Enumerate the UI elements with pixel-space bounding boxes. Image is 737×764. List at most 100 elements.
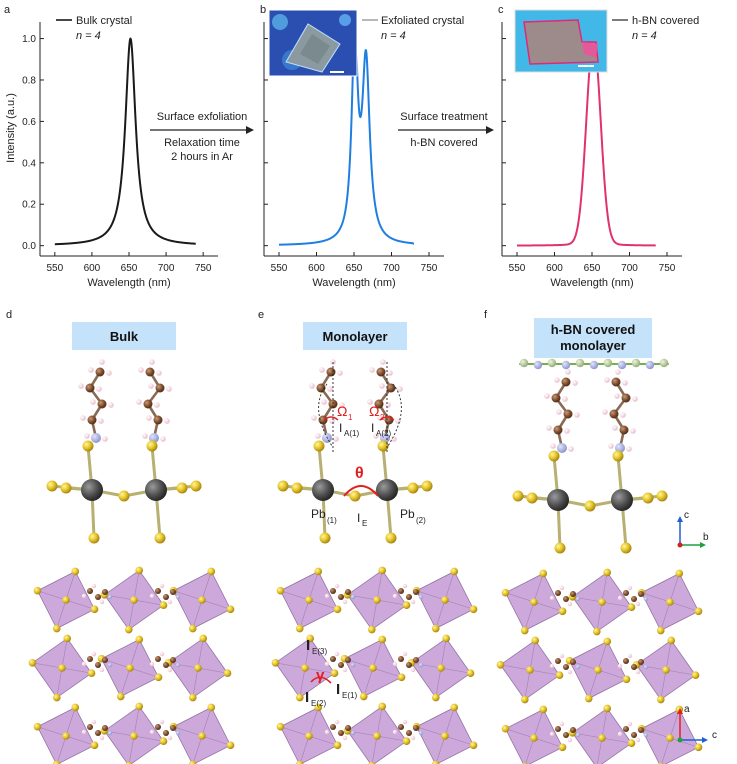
nitrogen-atom [643, 596, 649, 602]
iodine-atom [554, 542, 566, 554]
pb2-sub: (2) [416, 516, 426, 525]
ia1-sub: A(1) [344, 429, 359, 438]
hydrogen-atom [90, 399, 96, 405]
carbon-atom [155, 383, 165, 393]
lead-atom [145, 479, 167, 501]
axis-compass-ac [677, 708, 708, 743]
carbon-atom [170, 657, 176, 663]
carbon-atom [398, 656, 404, 662]
hydrogen-atom [88, 367, 94, 373]
carbon-atom [87, 724, 93, 730]
boron-atom [547, 358, 557, 368]
x-tick-label: 550 [46, 263, 63, 274]
carbon-atom [413, 589, 419, 595]
y-tick-label: 0.2 [22, 200, 36, 211]
hydrogen-atom [617, 731, 623, 737]
iodine-atom [694, 743, 703, 752]
iodine-atom [530, 734, 538, 742]
arrow1-line1: Surface exfoliation [157, 111, 248, 123]
hydrogen-atom [146, 415, 152, 421]
nitrogen-atom [575, 732, 581, 738]
x-axis-label: Wavelength (nm) [312, 277, 395, 289]
hydrogen-atom [98, 418, 104, 424]
iodine-atom [333, 741, 342, 750]
x-tick-label: 750 [659, 263, 676, 274]
iodine-atom [118, 490, 130, 502]
hydrogen-atom [546, 425, 552, 431]
iodine-atom [159, 601, 168, 610]
iodine-atom [378, 566, 387, 575]
nitrogen-atom [350, 594, 356, 600]
hydrogen-atom [410, 599, 416, 605]
carbon-atom [338, 730, 344, 736]
ie2-label: I [305, 689, 309, 706]
iodine-atom [154, 673, 163, 682]
hydrogen-atom [614, 393, 620, 399]
y-tick-label: 1.0 [22, 34, 36, 45]
iodine-atom [319, 532, 331, 544]
iodine-atom [385, 532, 397, 544]
hydrogen-atom [159, 583, 165, 589]
carbon-atom [413, 725, 419, 731]
hydrogen-atom [159, 651, 165, 657]
iodine-atom [226, 605, 235, 614]
iodine-atom [135, 702, 144, 711]
omega1-symbol: Ω [337, 403, 347, 419]
carbon-atom [85, 383, 95, 393]
hydrogen-atom [334, 583, 340, 589]
hydrogen-atom [164, 418, 170, 424]
hydrogen-atom [550, 443, 556, 449]
lead-atom [312, 479, 334, 501]
boron-atom [575, 358, 585, 368]
y-axis-label: Intensity (a.u.) [5, 93, 17, 163]
iodine-atom [301, 664, 309, 672]
iodine-atom [359, 692, 368, 701]
hydrogen-atom [154, 402, 160, 408]
iodine-atom [592, 627, 601, 636]
chart-panel-a: 0.0 0.2 0.4 0.6 0.8 1.0 550 600 650 700 750 Wavelen… [22, 22, 218, 289]
boron-atom [659, 358, 669, 368]
x-tick-label: 600 [84, 263, 101, 274]
label-box-hbn [534, 318, 652, 358]
hydrogen-atom [635, 669, 641, 675]
label-box-bulk [72, 322, 176, 350]
octahedral-lattice-monolayer [271, 566, 478, 764]
panel-letter-c: c [498, 4, 504, 16]
iodine-atom [135, 635, 144, 644]
iodine-atom [666, 598, 674, 606]
iodine-atom [295, 760, 304, 764]
hydrogen-atom [324, 661, 330, 667]
iodine-atom [306, 634, 315, 643]
pb1-sub: (1) [327, 516, 337, 525]
iodine-atom [598, 598, 606, 606]
hydrogen-atom [630, 428, 636, 434]
hydrogen-atom [402, 651, 408, 657]
legend-c: h-BN covered [632, 15, 699, 27]
carbon-atom [95, 730, 101, 736]
nitrogen-atom [175, 662, 181, 668]
x-tick-label: 700 [383, 263, 400, 274]
iodine-atom [377, 440, 389, 452]
x-tick-label: 700 [621, 263, 638, 274]
hydrogen-atom [604, 377, 610, 383]
iodine-atom [694, 607, 703, 616]
hydrogen-atom [329, 418, 335, 424]
hydrogen-atom [342, 599, 348, 605]
iodine-atom [373, 732, 381, 740]
panel-letter-d: d [6, 309, 12, 321]
hydrogen-atom [549, 663, 555, 669]
carbon-atom [619, 425, 629, 435]
ie1-label: I [336, 681, 340, 698]
iodine-atom [116, 692, 125, 701]
iodine-atom [407, 482, 419, 494]
arrow2-line1: Surface treatment [400, 111, 487, 123]
iodine-atom [627, 603, 636, 612]
carbon-atom [163, 730, 169, 736]
carbon-atom [95, 594, 101, 600]
iodine-atom [125, 761, 133, 764]
carbon-atom [621, 393, 631, 403]
hydrogen-atom [612, 425, 618, 431]
iodine-atom [421, 480, 433, 492]
hydrogen-atom [369, 367, 375, 373]
omega2-sub: 2 [380, 413, 385, 422]
